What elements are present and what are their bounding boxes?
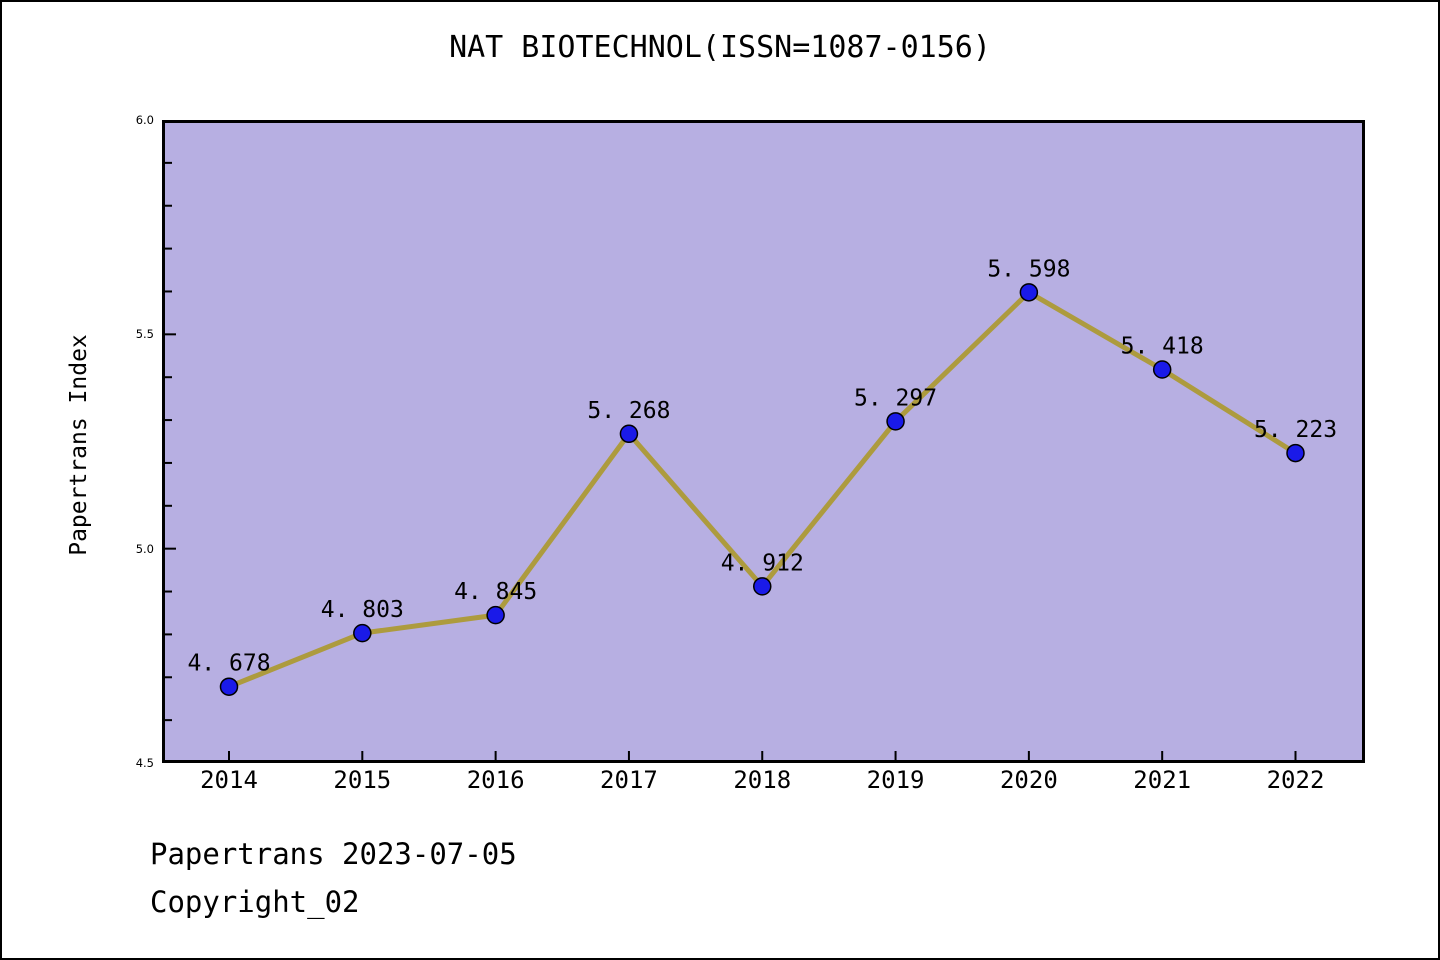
x-tick-label: 2018	[733, 766, 792, 794]
footer-copyright: Copyright_02	[150, 885, 360, 919]
chart-title: NAT BIOTECHNOL(ISSN=1087-0156)	[449, 30, 991, 65]
data-point	[753, 577, 772, 596]
data-point-label: 4. 845	[454, 579, 537, 605]
y-tick-label: 5.0	[135, 541, 154, 556]
data-point-label: 5. 418	[1121, 333, 1204, 359]
data-point-label: 4. 678	[187, 651, 270, 677]
data-point	[353, 623, 372, 643]
x-tick-label: 2021	[1133, 766, 1192, 794]
y-axis-title: Papertrans Index	[66, 334, 92, 556]
data-point	[1286, 443, 1305, 463]
data-point-label: 4. 912	[721, 550, 804, 576]
data-point	[1152, 360, 1172, 379]
data-point-label: 5. 598	[987, 256, 1070, 282]
data-point	[486, 605, 505, 625]
data-point-label: 5. 297	[854, 385, 937, 411]
data-point-label: 4. 803	[321, 597, 404, 623]
y-tick-label: 5.5	[135, 327, 154, 342]
x-tick-label: 2022	[1266, 766, 1325, 794]
data-point-label: 5. 223	[1254, 417, 1337, 443]
data-point	[1019, 283, 1039, 302]
x-tick-label: 2019	[866, 766, 925, 794]
x-tick-label: 2014	[200, 766, 258, 794]
x-tick-label: 2020	[999, 766, 1058, 794]
data-point-label: 5. 268	[587, 398, 670, 424]
data-point	[619, 424, 639, 444]
y-tick-label: 6.0	[135, 113, 154, 127]
x-tick-label: 2015	[333, 766, 392, 794]
plot-background	[162, 120, 1365, 763]
x-tick-label: 2016	[466, 766, 525, 794]
y-tick-label: 4.5	[135, 756, 154, 770]
data-point	[886, 412, 905, 431]
footer-source-date: Papertrans 2023-07-05	[150, 837, 517, 871]
plot-area: 4. 678 4. 803 4. 845 5. 268 4. 912 5. 297 5. 5…	[162, 120, 1365, 763]
data-point	[219, 677, 239, 696]
x-tick-label: 2017	[600, 766, 658, 794]
